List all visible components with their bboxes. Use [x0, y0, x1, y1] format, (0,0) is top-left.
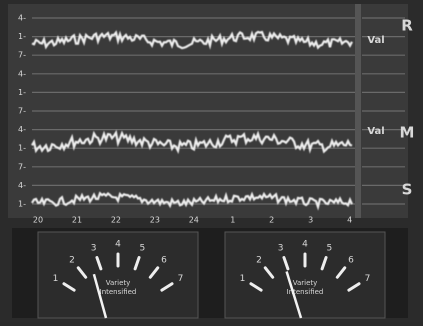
- y-label: 4-: [18, 14, 26, 23]
- meter-scale-label: 4: [115, 240, 121, 250]
- meter-caption: Intensified: [100, 288, 137, 296]
- side-letter: S: [402, 181, 413, 199]
- x-label: 20: [33, 216, 43, 225]
- y-label: 4-: [18, 125, 26, 134]
- meter-caption: Variety: [293, 279, 318, 287]
- x-label: 24: [189, 216, 199, 225]
- y-label: 7-: [18, 162, 26, 171]
- x-label: 4: [347, 216, 352, 225]
- y-label: 1-: [18, 200, 26, 209]
- meter-scale-label: 3: [91, 244, 97, 254]
- meter-scale-label: 1: [240, 274, 246, 284]
- screen: 4-1-7-4-1-7-4-1-7-4-1-20212223241234RMSV…: [0, 0, 423, 322]
- meter-scale-label: 5: [326, 244, 332, 254]
- side-letter: R: [401, 17, 413, 35]
- y-label: 7-: [18, 107, 26, 116]
- meter-scale-label: 4: [302, 240, 308, 250]
- meter-scale-label: 7: [178, 274, 184, 284]
- meter-scale-label: 2: [256, 256, 262, 266]
- meter-scale-label: 5: [139, 244, 145, 254]
- side-tag: Val: [367, 35, 384, 46]
- x-label: 1: [230, 216, 235, 225]
- y-label: 7-: [18, 51, 26, 60]
- meter-scale-label: 3: [278, 244, 284, 254]
- x-label: 22: [111, 216, 121, 225]
- meter-scale-label: 1: [53, 274, 59, 284]
- side-letter: M: [400, 124, 415, 142]
- page: 4-1-7-4-1-7-4-1-7-4-1-20212223241234RMSV…: [0, 0, 423, 322]
- meter-scale-label: 2: [69, 256, 75, 266]
- x-label: 2: [269, 216, 274, 225]
- y-label: 1-: [18, 32, 26, 41]
- x-label: 23: [150, 216, 160, 225]
- y-label: 1-: [18, 88, 26, 97]
- meter-caption: Variety: [106, 279, 131, 287]
- meter-scale-label: 6: [161, 256, 167, 266]
- meter-scale-label: 7: [365, 274, 371, 284]
- divider: [355, 4, 361, 218]
- y-label: 1-: [18, 144, 26, 153]
- x-label: 21: [72, 216, 82, 225]
- y-label: 4-: [18, 181, 26, 190]
- meter-scale-label: 6: [348, 256, 354, 266]
- x-label: 3: [308, 216, 313, 225]
- y-label: 4-: [18, 69, 26, 78]
- side-tag: Val: [367, 126, 384, 137]
